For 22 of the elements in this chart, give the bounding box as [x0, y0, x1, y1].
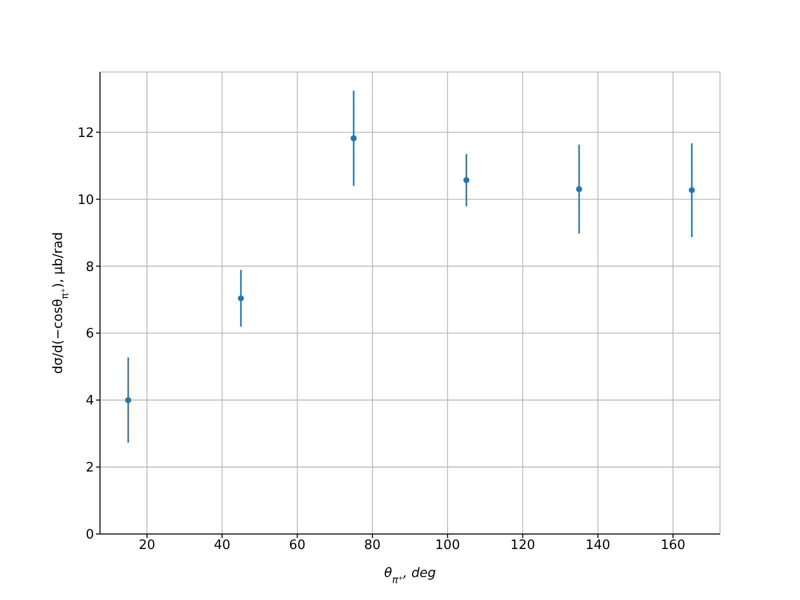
x-tick-label: 100: [435, 538, 460, 554]
y-tick-label: 6: [86, 326, 94, 342]
y-tick-label: 12: [77, 126, 94, 141]
point: [576, 186, 582, 192]
x-tick-label: 140: [585, 538, 610, 554]
x-tick-label: 120: [510, 538, 536, 554]
x-tick-label: 80: [364, 538, 381, 554]
y-tick-label: 8: [86, 260, 94, 275]
x-axis-title: θ$_{π⁺}$, deg: [384, 566, 436, 586]
point: [350, 135, 357, 142]
x-tick-label: 60: [289, 538, 306, 554]
point: [688, 187, 695, 194]
y-tick-label: 0: [86, 528, 94, 543]
point: [125, 397, 132, 404]
y-tick-label: 2: [86, 460, 94, 476]
y-tick-label: 10: [77, 192, 94, 208]
y-tick-label: 4: [86, 394, 94, 409]
x-tick-label: 20: [138, 538, 156, 554]
point: [238, 295, 244, 302]
x-tick-label: 160: [660, 538, 686, 554]
x-tick-label: 40: [214, 538, 230, 554]
point: [463, 177, 470, 184]
